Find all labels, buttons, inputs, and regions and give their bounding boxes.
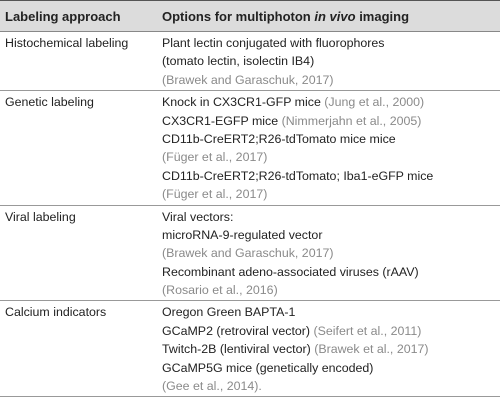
citation: (Nimmerjahn et al., 2005) — [281, 113, 422, 128]
approach-cell: Histochemical labeling — [0, 34, 162, 89]
option-line: (Rosario et al., 2016) — [162, 281, 500, 299]
options-cell: Oregon Green BAPTA-1 GCaMP2 (retroviral v… — [162, 303, 500, 395]
option-text: GCaMP2 (retroviral vector) — [162, 323, 311, 338]
option-line: Twitch-2B (lentiviral vector) (Brawek et… — [162, 340, 500, 358]
option-line: (Brawek and Garaschuk, 2017) — [162, 71, 500, 89]
approach-text: Genetic labeling — [5, 95, 94, 110]
option-line: (Füger et al., 2017) — [162, 148, 500, 166]
option-text: (tomato lectin, isolectin IB4) — [162, 54, 315, 69]
option-text: Viral vectors: — [162, 209, 234, 224]
option-text: Knock in CX3CR1-GFP mice — [162, 95, 321, 110]
option-line: GCaMP2 (retroviral vector) (Seifert et a… — [162, 322, 500, 340]
option-line: Knock in CX3CR1-GFP mice (Jung et al., 2… — [162, 93, 500, 111]
approach-cell: Viral labeling — [0, 208, 162, 300]
option-line: Recombinant adeno-associated viruses (rA… — [162, 263, 500, 281]
table-row: Calcium indicators Oregon Green BAPTA-1 GC… — [0, 301, 500, 398]
option-text: CX3CR1-EGFP mice — [162, 113, 279, 128]
option-line: CD11b-CreERT2;R26-tdTomato; Iba1-eGFP mi… — [162, 167, 500, 185]
citation: (Füger et al., 2017) — [162, 187, 268, 202]
option-text: CD11b-CreERT2;R26-tdTomato mice mice — [162, 131, 396, 146]
citation: (Rosario et al., 2016) — [162, 283, 278, 298]
option-line: Oregon Green BAPTA-1 — [162, 303, 500, 321]
header-text: Options for multiphoton — [162, 8, 311, 24]
options-cell: Knock in CX3CR1-GFP mice (Jung et al., 2… — [162, 93, 500, 203]
approach-cell: Genetic labeling — [0, 93, 162, 203]
option-line: Viral vectors: — [162, 208, 500, 226]
option-text: Recombinant adeno-associated viruses (rA… — [162, 264, 419, 279]
table-row: Histochemical labeling Plant lectin conju… — [0, 32, 500, 92]
citation: (Füger et al., 2017) — [162, 150, 268, 165]
approach-text: Histochemical labeling — [5, 36, 129, 50]
table-row: Genetic labeling Knock in CX3CR1-GFP mice… — [0, 91, 500, 206]
header-text: in vivo — [314, 8, 356, 24]
option-text: Twitch-2B (lentiviral vector) — [162, 342, 311, 357]
approach-text: Viral labeling — [5, 209, 76, 224]
citation: (Seifert et al., 2011) — [313, 323, 422, 338]
option-text: GCaMP5G mice (genetically encoded) — [162, 360, 374, 375]
citation: (Brawek and Garaschuk, 2017) — [162, 72, 334, 87]
option-line: (Füger et al., 2017) — [162, 185, 500, 203]
option-line: Plant lectin conjugated with fluorophore… — [162, 34, 500, 52]
citation: (Brawek et al., 2017) — [314, 342, 429, 357]
citation: (Gee et al., 2014). — [162, 379, 262, 394]
approach-text: Calcium indicators — [5, 305, 107, 320]
option-line: (Gee et al., 2014). — [162, 377, 500, 395]
option-line: GCaMP5G mice (genetically encoded) — [162, 359, 500, 377]
citation: (Brawek and Garaschuk, 2017) — [162, 246, 334, 261]
header-cell: Labeling approach — [5, 8, 121, 24]
option-line: (tomato lectin, isolectin IB4) — [162, 52, 500, 70]
header-text: imaging — [359, 8, 410, 24]
option-line: microRNA-9-regulated vector — [162, 226, 500, 244]
option-line: (Brawek and Garaschuk, 2017) — [162, 244, 500, 262]
option-text: microRNA-9-regulated vector — [162, 227, 323, 242]
option-line: CX3CR1-EGFP mice (Nimmerjahn et al., 200… — [162, 112, 500, 130]
header-cell: Options for multiphoton in vivo imaging — [162, 9, 500, 24]
option-text: CD11b-CreERT2;R26-tdTomato; Iba1-eGFP mi… — [162, 168, 434, 183]
citation: (Jung et al., 2000) — [324, 95, 425, 110]
approach-cell: Calcium indicators — [0, 303, 162, 395]
options-cell: Plant lectin conjugated with fluorophore… — [162, 34, 500, 89]
option-text: Oregon Green BAPTA-1 — [162, 305, 296, 320]
table-row: Viral labeling Viral vectors: microRNA-9-r… — [0, 206, 500, 302]
table-body: Histochemical labeling Plant lectin conju… — [0, 32, 500, 398]
option-line: CD11b-CreERT2;R26-tdTomato mice mice — [162, 130, 500, 148]
options-cell: Viral vectors: microRNA-9-regulated vecto… — [162, 208, 500, 300]
option-text: Plant lectin conjugated with fluorophore… — [162, 36, 385, 50]
header-row: Labeling approach Options for multiphoto… — [0, 0, 500, 32]
